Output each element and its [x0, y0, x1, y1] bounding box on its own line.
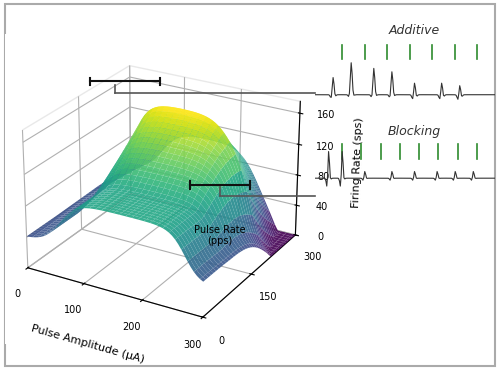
Text: Blocking: Blocking — [388, 125, 440, 138]
X-axis label: Pulse Amplitude (μA): Pulse Amplitude (μA) — [30, 323, 146, 364]
Text: Additive: Additive — [388, 24, 440, 37]
